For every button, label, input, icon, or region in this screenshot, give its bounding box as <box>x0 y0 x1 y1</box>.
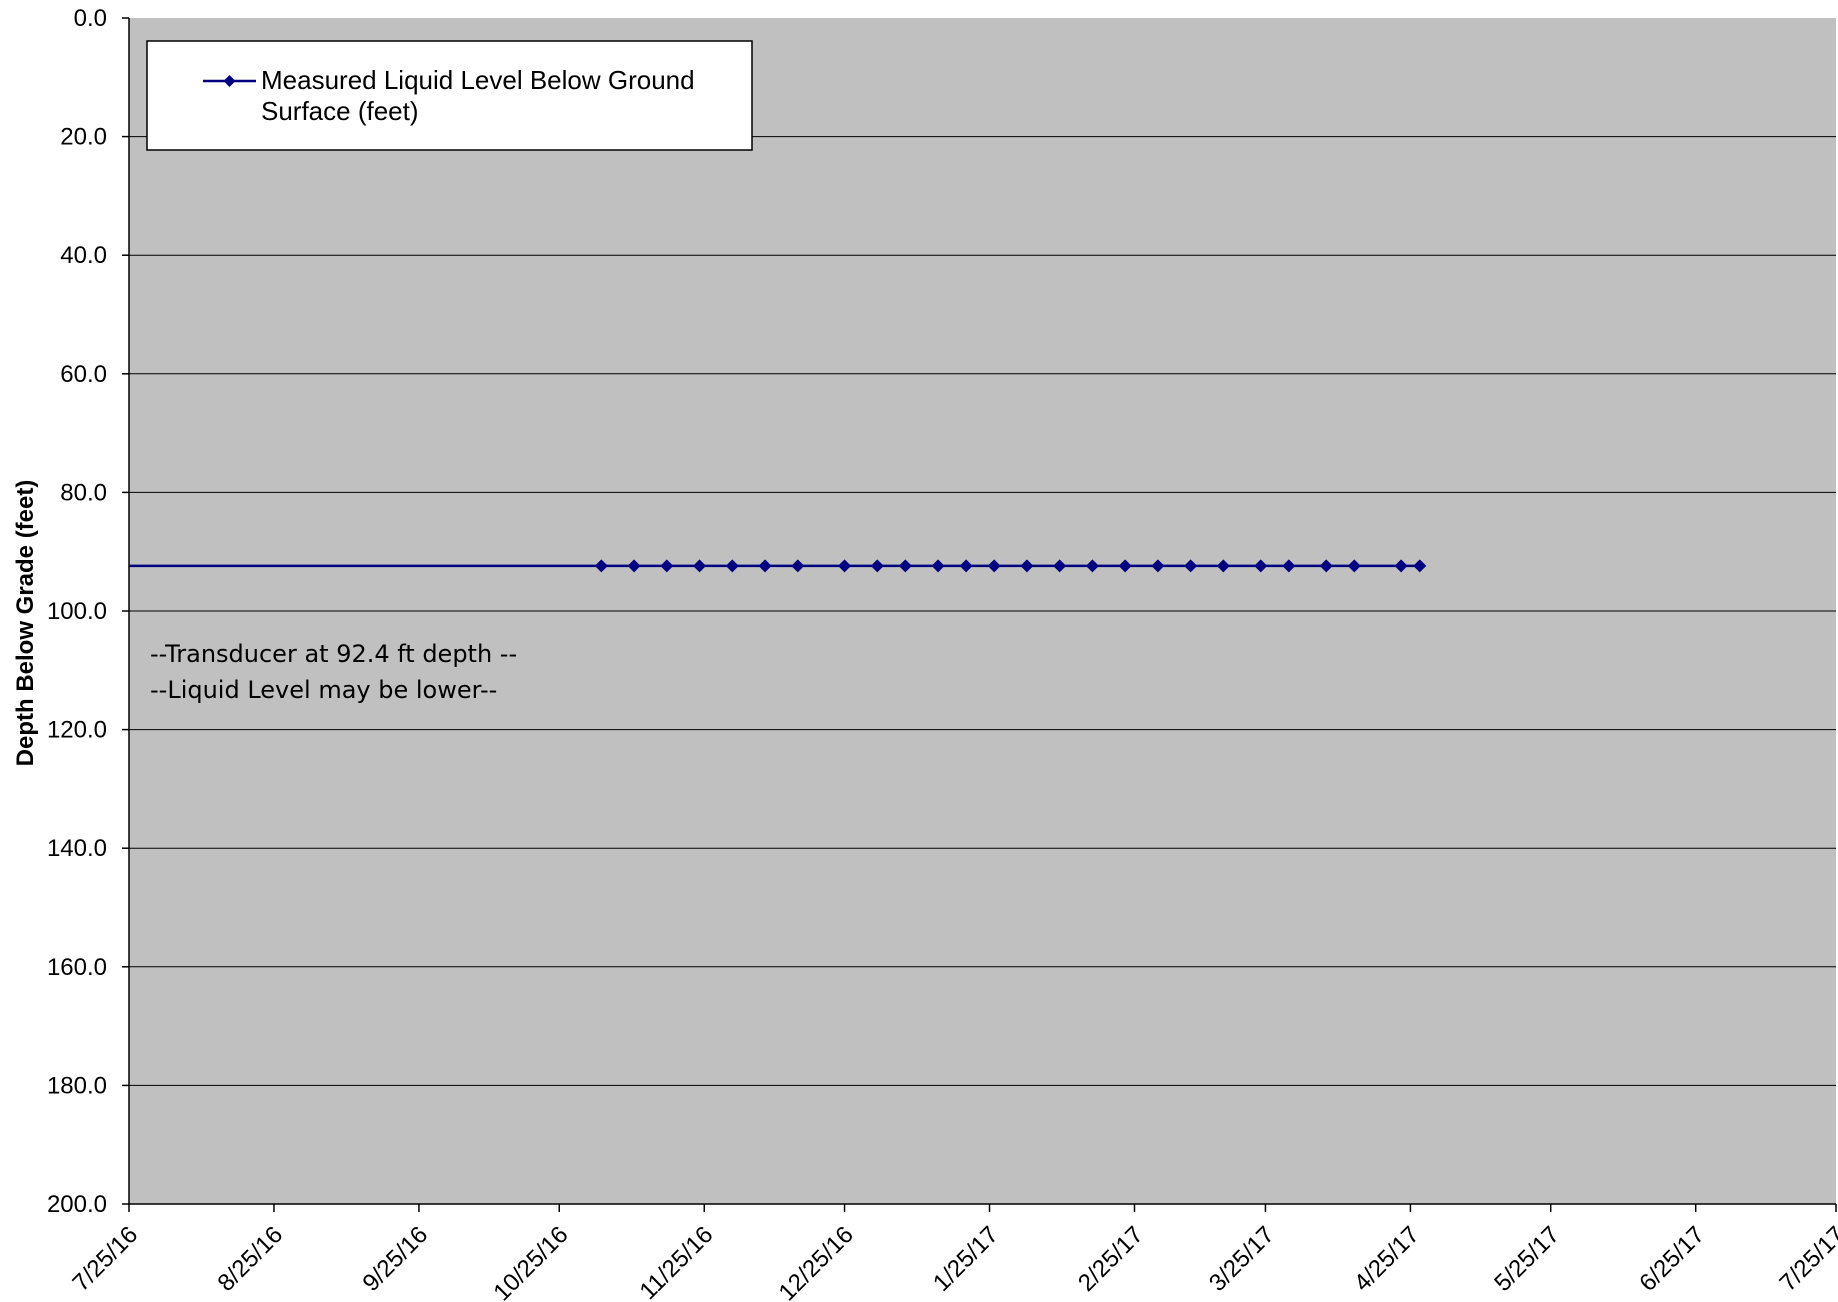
y-tick-label: 60.0 <box>60 361 107 388</box>
x-tick-label: 10/25/16 <box>488 1221 573 1302</box>
data-point-marker <box>931 559 945 573</box>
x-tick-label: 9/25/16 <box>357 1221 433 1297</box>
data-point-marker <box>1216 559 1230 573</box>
data-point-marker <box>758 559 772 573</box>
data-point-marker <box>1184 559 1198 573</box>
data-point-marker <box>898 559 912 573</box>
legend: Measured Liquid Level Below Ground Surfa… <box>146 40 753 151</box>
data-point-marker <box>1319 559 1333 573</box>
annotation-transducer: --Transducer at 92.4 ft depth -- <box>150 640 517 668</box>
data-point-marker <box>959 559 973 573</box>
y-tick-label: 80.0 <box>60 479 107 506</box>
x-tick-label: 12/25/16 <box>774 1221 859 1302</box>
x-tick-label: 1/25/17 <box>928 1221 1004 1297</box>
y-tick-label: 40.0 <box>60 242 107 269</box>
y-tick-label: 140.0 <box>47 835 107 862</box>
y-axis-title: Depth Below Grade (feet) <box>12 480 39 767</box>
legend-label-line1: Measured Liquid Level Below Ground <box>261 65 695 95</box>
y-tick-label: 120.0 <box>47 717 107 744</box>
data-point-marker <box>725 559 739 573</box>
x-tick-label: 4/25/17 <box>1349 1221 1425 1297</box>
y-tick-label: 20.0 <box>60 124 107 151</box>
data-point-marker <box>1254 559 1268 573</box>
series-layer <box>129 559 1427 573</box>
data-point-marker <box>1118 559 1132 573</box>
data-point-marker <box>838 559 852 573</box>
data-point-marker <box>594 559 608 573</box>
x-tick-label: 8/25/16 <box>213 1221 289 1297</box>
data-point-marker <box>1020 559 1034 573</box>
data-point-marker <box>1053 559 1067 573</box>
data-point-marker <box>1347 559 1361 573</box>
data-point-marker <box>1394 559 1408 573</box>
y-tick-label: 0.0 <box>74 5 107 32</box>
y-tick-label: 200.0 <box>47 1191 107 1218</box>
data-point-marker <box>1085 559 1099 573</box>
y-tick-label: 180.0 <box>47 1072 107 1099</box>
x-tick-label: 7/25/16 <box>68 1221 144 1297</box>
data-point-marker <box>987 559 1001 573</box>
data-point-marker <box>1282 559 1296 573</box>
legend-marker-diamond <box>223 75 236 87</box>
data-point-marker <box>791 559 805 573</box>
x-tick-label: 7/25/17 <box>1775 1221 1838 1297</box>
x-tick-label: 3/25/17 <box>1204 1221 1280 1297</box>
x-tick-label: 6/25/17 <box>1634 1221 1710 1297</box>
data-point-marker <box>627 559 641 573</box>
y-tick-label: 160.0 <box>47 954 107 981</box>
x-tick-label: 2/25/17 <box>1073 1221 1149 1297</box>
y-axis-ticks: 0.0 20.0 40.0 60.0 80.0 100.0 120.0 140.0 160.0 1… <box>47 5 129 1218</box>
legend-box <box>146 40 753 151</box>
data-point-marker <box>1413 559 1427 573</box>
x-axis-ticks: 7/25/16 8/25/16 9/25/16 10/25/16 11/25/16 12/… <box>68 1204 1838 1302</box>
x-tick-label: 11/25/16 <box>635 1221 719 1302</box>
data-point-marker <box>1151 559 1165 573</box>
data-point-marker <box>660 559 674 573</box>
annotation-liquid-level: --Liquid Level may be lower-- <box>150 676 497 704</box>
y-tick-label: 100.0 <box>47 598 107 625</box>
legend-label-line2: Surface (feet) <box>261 96 419 126</box>
data-point-marker <box>870 559 884 573</box>
x-tick-label: 5/25/17 <box>1489 1221 1565 1297</box>
data-point-marker <box>693 559 707 573</box>
